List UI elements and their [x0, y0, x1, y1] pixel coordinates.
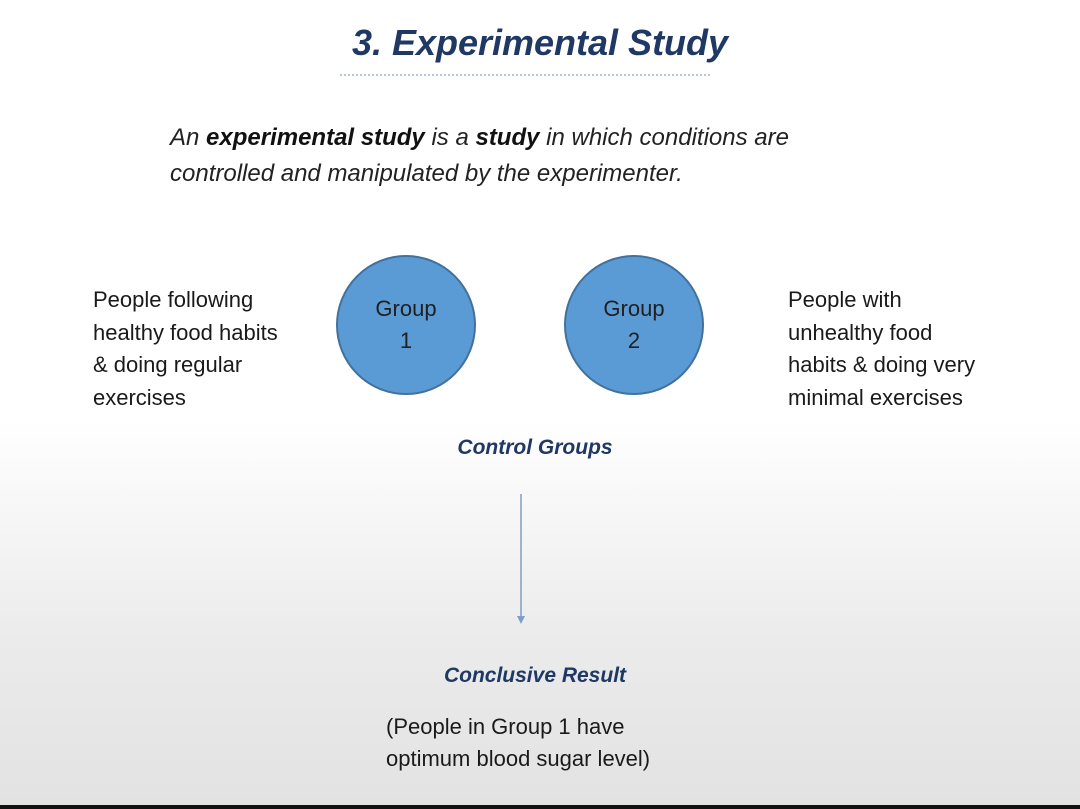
down-arrow-connector	[517, 494, 525, 624]
definition-part-3: in which conditions are	[539, 124, 789, 151]
group-2-description-line: People with	[788, 287, 902, 312]
group-1-description-line: exercises	[93, 384, 186, 410]
group-2-circle: Group 2	[564, 255, 704, 395]
group-1-description-line: healthy food habits	[93, 319, 278, 345]
group-1-label: Group	[375, 296, 437, 321]
definition-part-2: is a	[424, 124, 476, 151]
arrow-head	[517, 616, 525, 624]
result-text-line: optimum blood sugar level)	[386, 746, 651, 771]
definition-line-2: controlled and manipulated by the experi…	[170, 160, 683, 187]
definition-bold-2: study	[475, 124, 540, 151]
group-1-description-line: People following	[93, 287, 254, 312]
group-2-description-line: unhealthy food	[788, 319, 933, 345]
slide-title: 3. Experimental Study	[351, 22, 729, 63]
group-2-description-line: habits & doing very	[788, 352, 976, 377]
group-1-description: People following healthy food habits & d…	[93, 284, 328, 414]
bottom-border	[0, 805, 1080, 809]
conclusive-result-label: Conclusive Result	[443, 664, 627, 687]
control-groups-label: Control Groups	[457, 436, 613, 459]
group-2-description-line: minimal exercises	[788, 384, 963, 410]
definition-text: An experimental study is a study in whic…	[170, 120, 930, 192]
definition-part-1: An	[170, 124, 207, 151]
group-2-label: Group	[603, 296, 665, 321]
group-1-circle: Group 1	[336, 255, 476, 395]
conclusive-result-text: (People in Group 1 have optimum blood su…	[386, 711, 716, 775]
group-1-number: 1	[399, 328, 413, 353]
group-2-description: People with unhealthy food habits & doin…	[788, 284, 1028, 414]
result-text-line: (People in Group 1 have	[386, 714, 625, 739]
group-2-number: 2	[627, 328, 641, 353]
definition-bold-1: experimental study	[206, 124, 425, 151]
title-underline	[340, 74, 710, 76]
group-1-description-line: & doing regular	[93, 352, 243, 377]
